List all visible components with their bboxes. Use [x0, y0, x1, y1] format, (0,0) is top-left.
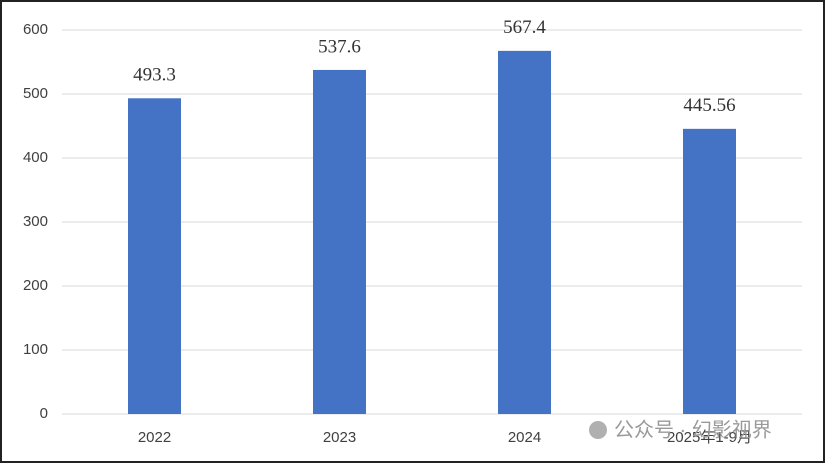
bar	[128, 98, 181, 415]
y-tick-label: 0	[40, 405, 48, 422]
data-label: 493.3	[133, 65, 176, 86]
watermark-icon	[589, 421, 607, 439]
plot-area: 0 100 200 300 400 500 600 2022 493.3 2023 537.6 202…	[23, 17, 802, 446]
x-tick-label: 2022	[138, 429, 171, 446]
y-tick-label: 400	[23, 149, 48, 166]
data-label: 537.6	[318, 36, 361, 57]
data-label: 567.4	[503, 17, 546, 38]
bar	[498, 50, 551, 414]
watermark: 公众号 · 幻影视界	[614, 418, 772, 441]
x-tick-label: 2023	[323, 429, 356, 446]
bar	[683, 128, 736, 414]
data-label: 445.56	[683, 95, 735, 116]
x-tick-label: 2025年1-9月	[667, 429, 752, 446]
y-tick-label: 200	[23, 277, 48, 294]
bar	[313, 69, 366, 414]
x-tick-label: 2024	[508, 429, 541, 446]
y-tick-label: 100	[23, 341, 48, 358]
y-tick-label: 600	[23, 21, 48, 38]
y-tick-label: 500	[23, 85, 48, 102]
y-tick-label: 300	[23, 213, 48, 230]
